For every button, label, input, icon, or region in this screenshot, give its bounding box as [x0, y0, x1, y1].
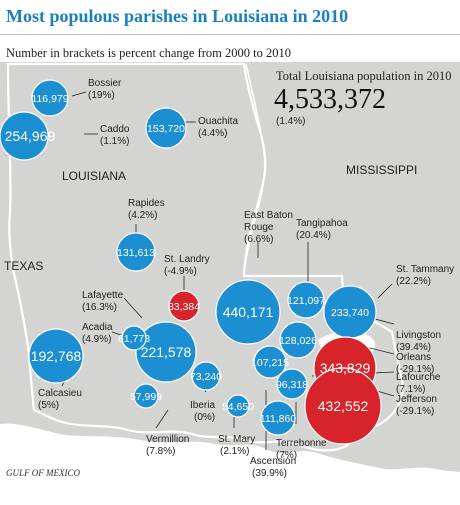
change-tangipahoa: (20.4%) [296, 230, 331, 241]
bubble-values: 116,979 254,969 153,720 131,613 83,384 4… [5, 93, 371, 425]
bubble-tangipahoa[interactable] [287, 281, 325, 319]
value-tangipahoa: 121,097 [287, 295, 325, 307]
name-terrebonne: Terrebonne [276, 438, 327, 449]
name-acadia: Acadia [82, 322, 113, 333]
page-title: Most populous parishes in Louisiana in 2… [6, 6, 349, 26]
name-lafourche: Lafourche [396, 372, 441, 383]
change-lafayette: (16.3%) [82, 302, 117, 313]
title-divider [0, 34, 460, 35]
change-calcasieu: (5%) [38, 400, 59, 411]
bubble-ouachita[interactable] [145, 107, 187, 149]
name-st-mary: St. Mary [218, 434, 255, 445]
bubble-terrebonne[interactable] [260, 400, 296, 436]
value-terrebonne: 111,860 [260, 413, 297, 425]
change-lafourche: (7.1%) [396, 384, 425, 395]
name-orleans: Orleans [396, 352, 431, 363]
map: LOUISIANA MISSISSIPPI TEXAS GULF OF MEXI… [0, 62, 460, 500]
value-st-tammany: 233,740 [331, 307, 369, 319]
name-st-landry: St. Landry [164, 254, 210, 265]
name-calcasieu: Calcasieu [38, 388, 82, 399]
bubble-st-landry[interactable] [168, 290, 200, 322]
mississippi-river [243, 63, 266, 277]
name-vermillion: Vermillion [146, 434, 189, 445]
bubble-east-baton-rouge[interactable] [215, 279, 281, 345]
name-rouge: Rouge [244, 222, 274, 233]
bubble-ascension[interactable] [253, 345, 287, 379]
bubble-jefferson[interactable] [304, 367, 382, 445]
name-rapides: Rapides [128, 198, 165, 209]
change-livingston: (39.4%) [396, 342, 431, 353]
map-svg: LOUISIANA MISSISSIPPI TEXAS GULF OF MEXI… [0, 62, 460, 500]
value-st-mary: 54,650 [222, 401, 254, 413]
value-east-baton-rouge: 440,171 [223, 304, 274, 320]
name-bossier: Bossier [88, 78, 122, 89]
page-subtitle: Number in brackets is percent change fro… [6, 46, 291, 60]
bubble-lafourche[interactable] [276, 368, 308, 400]
value-jefferson: 432,552 [318, 398, 369, 414]
land-background [0, 62, 460, 500]
label-louisiana: LOUISIANA [62, 169, 126, 183]
value-acadia: 61,773 [118, 333, 150, 345]
label-gulf-of-mexico: GULF OF MEXICO [6, 468, 80, 478]
change-east-baton-rouge: (6.6%) [244, 234, 273, 245]
louisiana-border [6, 62, 404, 452]
value-lafourche: 96,318 [276, 379, 308, 391]
value-ascension: 107,215 [251, 357, 289, 369]
name-ascension: Ascension [250, 456, 296, 467]
change-caddo: (1.1%) [100, 136, 129, 147]
name-tangipahoa: Tangipahoa [296, 218, 348, 229]
bubble-st-mary[interactable] [226, 394, 250, 418]
name-jefferson: Jefferson [396, 394, 437, 405]
total-value: 4,533,372 [274, 84, 386, 115]
bubble-lafayette[interactable] [135, 321, 197, 383]
bubble-livingston[interactable] [279, 321, 317, 359]
bubble-acadia[interactable] [121, 325, 147, 351]
value-livingston: 128,026 [279, 335, 317, 347]
bubble-bossier[interactable] [31, 79, 69, 117]
bubble-layer [0, 79, 382, 445]
change-jefferson: (-29.1%) [396, 406, 434, 417]
change-st-landry: (-4.9%) [164, 266, 197, 277]
value-caddo: 254,969 [5, 128, 56, 144]
total-label: Total Louisiana population in 2010 [276, 69, 452, 83]
name-east-baton: East Baton [244, 210, 293, 221]
bubble-iberia[interactable] [191, 361, 221, 391]
name-caddo: Caddo [100, 124, 130, 135]
bubble-caddo[interactable] [0, 111, 49, 161]
value-lafayette: 221,578 [141, 344, 192, 360]
value-orleans: 343,829 [320, 360, 371, 376]
change-iberia: (0%) [194, 412, 215, 423]
change-rapides: (4.2%) [128, 210, 157, 221]
value-st-landry: 83,384 [168, 301, 200, 313]
name-st-tammany: St. Tammany [396, 264, 454, 275]
name-livingston: Livingston [396, 330, 441, 341]
change-vermillion: (7.8%) [146, 446, 175, 457]
bubble-rapides[interactable] [116, 232, 156, 272]
bubble-calcasieu[interactable] [28, 328, 84, 384]
value-rapides: 131,613 [117, 247, 155, 259]
name-iberia: Iberia [190, 400, 215, 411]
value-ouachita: 153,720 [147, 123, 185, 135]
change-acadia: (4.9%) [82, 334, 111, 345]
change-bossier: (19%) [88, 90, 115, 101]
name-ouachita: Ouachita [198, 116, 238, 127]
label-texas: TEXAS [4, 259, 43, 273]
gulf-water [0, 423, 460, 500]
change-terrebonne: (7%) [276, 450, 297, 461]
change-ouachita: (4.4%) [198, 128, 227, 139]
parish-labels: Bossier (19%) Caddo (1.1%) Ouachita (4.4… [38, 78, 454, 479]
total-change: (1.4%) [276, 116, 305, 127]
change-st-tammany: (22.2%) [396, 276, 431, 287]
bubble-vermillion[interactable] [133, 383, 159, 409]
change-orleans: (-29.1%) [396, 364, 434, 375]
change-st-mary: (2.1%) [220, 446, 249, 457]
change-ascension: (39.9%) [252, 468, 287, 479]
value-vermillion: 57,999 [130, 391, 162, 403]
label-mississippi: MISSISSIPPI [346, 163, 417, 177]
value-bossier: 116,979 [31, 93, 68, 105]
name-lafayette: Lafayette [82, 290, 124, 301]
value-calcasieu: 192,768 [31, 348, 82, 364]
value-iberia: 73,240 [190, 371, 222, 383]
